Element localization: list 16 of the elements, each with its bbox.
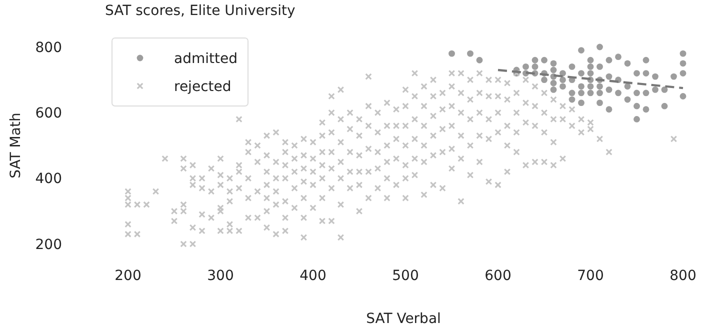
y-tick-label: 400: [35, 171, 62, 188]
x-tick-label: 500: [392, 268, 419, 284]
x-tick-label: 300: [207, 268, 234, 284]
x-tick-label: 200: [114, 268, 142, 284]
legend-label: rejected: [174, 78, 232, 95]
x-tick-label: 700: [577, 268, 604, 284]
chart-title: SAT scores, Elite University: [105, 3, 296, 19]
x-axis-title: SAT Verbal: [366, 311, 441, 327]
x-tick-label: 800: [670, 268, 696, 284]
y-tick-label: 200: [35, 236, 62, 253]
legend-label: admitted: [174, 50, 238, 67]
x-tick-label: 400: [300, 268, 326, 284]
y-axis-title: SAT Math: [8, 112, 24, 178]
y-tick-label: 600: [35, 106, 62, 122]
x-tick-label: 600: [484, 268, 512, 284]
y-tick-label: 800: [35, 40, 62, 56]
